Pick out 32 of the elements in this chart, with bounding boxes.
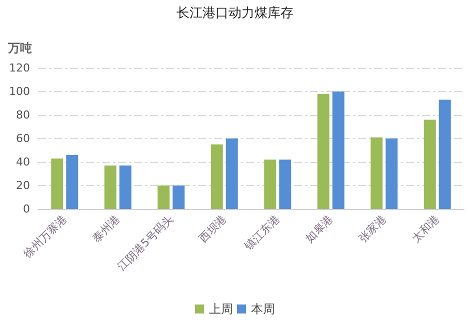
bar [51,158,64,209]
y-tick-label: 100 [9,85,30,98]
bar [158,186,170,209]
bar [279,160,292,209]
x-tick-label: 镇江东港 [241,212,282,254]
x-tick-label: 张家港 [356,212,389,245]
legend-label: 上周 [209,302,233,316]
y-tick-label: 120 [9,62,30,74]
bar [438,100,451,209]
y-tick-label: 80 [16,108,30,122]
y-tick-label: 60 [16,132,30,145]
bar [317,94,330,209]
chart-title: 长江港口动力煤库存 [176,6,294,21]
bar [66,154,78,209]
x-tick-label: 西坝港 [196,212,229,245]
bar [264,160,276,209]
bar [104,166,116,209]
bar [172,186,185,209]
y-tick-label: 40 [16,156,30,168]
x-tick-label: 太和港 [409,212,442,245]
legend-label: 本周 [251,302,275,316]
bar [424,120,436,209]
y-axis-title: 万吨 [7,41,32,55]
bar [210,144,223,209]
bar [332,92,344,209]
bar [386,138,398,209]
x-tick-label: 泰州港 [90,212,122,245]
y-tick-label: 20 [16,179,30,192]
bar [370,137,383,209]
bar [119,166,132,209]
bar [226,138,238,209]
x-tick-label: 如皋港 [302,212,336,245]
